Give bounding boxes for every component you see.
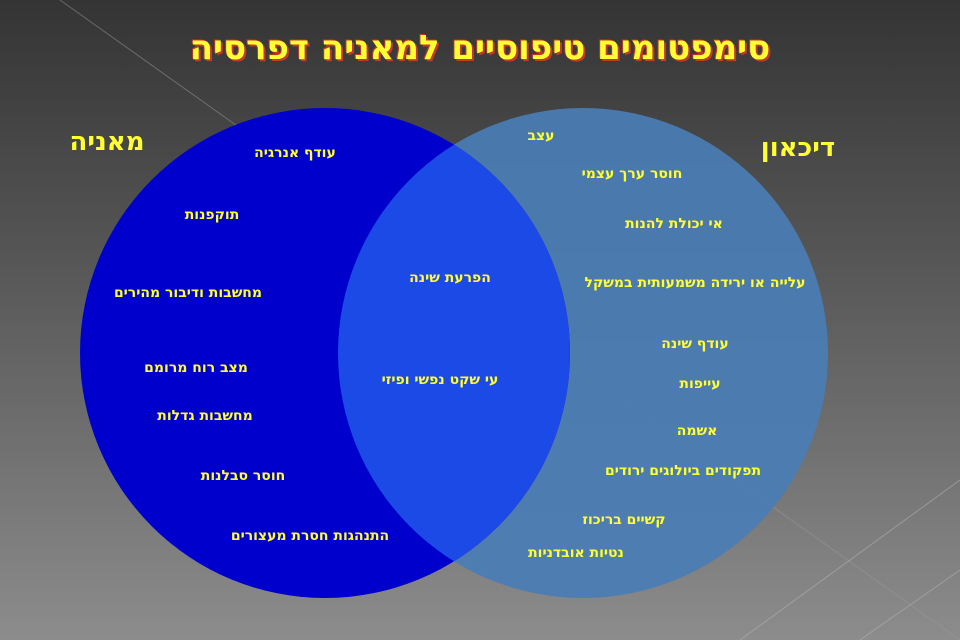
slide-title: סימפטומים טיפוסיים למאניה דפרסיה: [189, 28, 771, 68]
depression-item: קשיים בריכוז: [582, 512, 666, 528]
depression-item: חוסר ערך עצמי: [581, 166, 683, 182]
mania-item: התנהגות חסרת מעצורים: [230, 528, 390, 544]
depression-item: עצב: [527, 128, 555, 144]
depression-item: עייפות: [679, 376, 721, 392]
mania-item: מחשבות גדלות: [157, 408, 253, 424]
depression-item: אי יכולת להנות: [625, 216, 723, 232]
mania-item: תוקפנות: [184, 207, 240, 223]
depression-label: דיכאון: [760, 133, 836, 163]
depression-item: תפקודים ביולוגים ירודים: [604, 463, 762, 479]
depression-item: עודף שינה: [661, 336, 729, 352]
decor-line: [739, 479, 960, 640]
mania-item: מחשבות ודיבור מהירים: [113, 285, 263, 301]
decor-line: [859, 569, 960, 640]
depression-item: אשמה: [676, 423, 718, 439]
shared-item: הפרעת שינה: [409, 270, 491, 286]
overlap-region: [338, 108, 570, 598]
mania-item: עודף אנרגיה: [254, 145, 336, 161]
mania-item: חוסר סבלנות: [200, 468, 286, 484]
mania-item: מצב רוח מרומם: [144, 360, 248, 376]
depression-item: נטיות אובדניות: [528, 545, 624, 561]
shared-item: עי שקט נפשי ופיזי: [381, 372, 499, 388]
depression-item: עלייה או ירידה משמעותית במשקל: [584, 275, 806, 291]
mania-label: מאניה: [69, 127, 145, 157]
